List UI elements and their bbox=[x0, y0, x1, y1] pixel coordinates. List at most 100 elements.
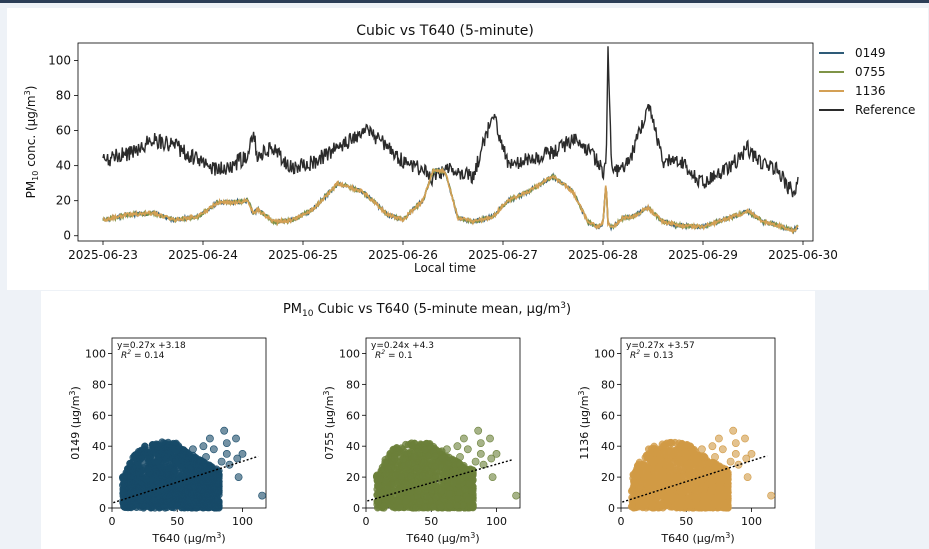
scatter-point bbox=[142, 464, 150, 473]
scatter-figure-title: PM10 Cubic vs T640 (5-minute mean, µg/m3… bbox=[283, 301, 571, 319]
scatter-point bbox=[166, 444, 175, 452]
series-1136-line bbox=[102, 166, 799, 235]
scatter-point bbox=[698, 500, 706, 508]
scatter-point bbox=[446, 490, 454, 498]
scatter-point bbox=[401, 448, 409, 456]
scatter-point bbox=[139, 501, 147, 509]
scatter-point bbox=[673, 459, 682, 468]
y-tick-label: 0 bbox=[608, 502, 615, 515]
scatter-point bbox=[715, 434, 723, 443]
scatter-point bbox=[651, 469, 660, 477]
x-tick-label: 50 bbox=[679, 515, 693, 528]
scatter-point bbox=[153, 459, 161, 467]
scatter-point bbox=[707, 475, 715, 483]
scatter-point bbox=[165, 462, 173, 471]
scatter-point bbox=[162, 454, 171, 463]
scatter-point bbox=[160, 472, 168, 481]
y-tick-label: 0 bbox=[63, 229, 71, 243]
timeseries-title: Cubic vs T640 (5-minute) bbox=[356, 23, 534, 39]
scatter-point bbox=[205, 434, 214, 443]
scatter-point bbox=[147, 475, 155, 484]
scatter-point bbox=[421, 446, 429, 454]
regression-equation-0149: y=0.27x +3.18 bbox=[117, 341, 186, 351]
scatter-point bbox=[731, 449, 740, 458]
scatter-point bbox=[126, 459, 134, 468]
y-tick-label: 80 bbox=[601, 378, 615, 391]
scatter-point bbox=[652, 447, 661, 456]
scatter-point bbox=[202, 453, 210, 461]
y-tick-label: 100 bbox=[48, 54, 71, 68]
scatter-points-0149 bbox=[119, 426, 266, 512]
scatter-point bbox=[692, 456, 700, 464]
scatter-figure: PM10 Cubic vs T640 (5-minute mean, µg/m3… bbox=[41, 291, 815, 549]
scatter-point bbox=[128, 467, 137, 476]
legend-label-0755: 0755 bbox=[855, 65, 886, 79]
scatter-point bbox=[175, 443, 183, 452]
y-tick-label: 40 bbox=[601, 440, 615, 453]
scatter-point bbox=[628, 502, 636, 510]
scatter-point bbox=[678, 495, 686, 503]
scatter-point bbox=[164, 497, 172, 506]
y-tick-label: 60 bbox=[601, 409, 615, 422]
scatter-point bbox=[186, 465, 194, 474]
scatter-point bbox=[204, 499, 212, 508]
scatter-point bbox=[171, 453, 179, 461]
scatter-point bbox=[431, 452, 439, 460]
y-tick-label: 20 bbox=[601, 471, 615, 484]
scatter-point bbox=[454, 494, 462, 503]
scatter-point bbox=[125, 503, 133, 511]
x-tick-label: 2025-06-28 bbox=[568, 248, 638, 262]
scatter-point bbox=[222, 449, 231, 458]
scatter-point bbox=[461, 485, 469, 493]
scatter-point bbox=[423, 493, 431, 501]
scatter-point bbox=[188, 445, 197, 454]
r-squared-0149: R2 = 0.14 bbox=[121, 349, 165, 361]
scatter-point bbox=[683, 460, 691, 468]
scatter-point bbox=[488, 473, 497, 481]
scatter-point bbox=[213, 493, 221, 502]
scatter-point bbox=[647, 478, 656, 486]
scatter-point bbox=[409, 442, 417, 450]
scatter-point bbox=[178, 496, 186, 505]
scatter-point bbox=[717, 484, 726, 493]
reference-series-line bbox=[102, 46, 799, 198]
x-axis-label-0149: T640 (µg/m3) bbox=[151, 531, 225, 545]
scatter-point bbox=[380, 502, 388, 510]
scatter-point bbox=[122, 496, 131, 504]
scatter-point bbox=[258, 491, 266, 500]
y-tick-label: 40 bbox=[56, 159, 71, 173]
scatter-point bbox=[459, 434, 468, 443]
y-tick-label: 80 bbox=[56, 89, 71, 103]
x-tick-label: 50 bbox=[424, 515, 438, 528]
scatter-point bbox=[686, 502, 694, 510]
scatter-point bbox=[238, 449, 247, 458]
scatter-point bbox=[381, 458, 389, 466]
scatter-point bbox=[708, 442, 717, 451]
scatter-point bbox=[432, 493, 440, 502]
scatter-point bbox=[674, 450, 682, 458]
x-tick-label: 2025-06-30 bbox=[768, 248, 838, 262]
scatter-point bbox=[384, 465, 392, 474]
scatter-point bbox=[413, 448, 422, 456]
scatter-point bbox=[457, 476, 465, 484]
scatter-point bbox=[416, 497, 424, 506]
scatter-point bbox=[205, 466, 213, 474]
scatter-point bbox=[205, 478, 213, 486]
scatter-point bbox=[664, 454, 672, 462]
x-tick-label: 2025-06-29 bbox=[668, 248, 738, 262]
y-tick-label: 60 bbox=[346, 409, 360, 422]
scatter-point bbox=[210, 482, 219, 490]
scatter-point bbox=[463, 445, 472, 454]
y-tick-label: 100 bbox=[339, 347, 360, 360]
scatter-point bbox=[446, 502, 454, 510]
y-tick-label: 100 bbox=[85, 347, 106, 360]
scatter-point bbox=[145, 496, 153, 504]
scatter-point bbox=[486, 434, 494, 443]
scatter-point bbox=[476, 439, 485, 447]
scatter-point bbox=[459, 501, 467, 510]
scatter-point bbox=[688, 445, 696, 454]
x-tick-label: 50 bbox=[170, 515, 184, 528]
scatter-point bbox=[640, 462, 649, 470]
scatter-point bbox=[512, 491, 520, 500]
